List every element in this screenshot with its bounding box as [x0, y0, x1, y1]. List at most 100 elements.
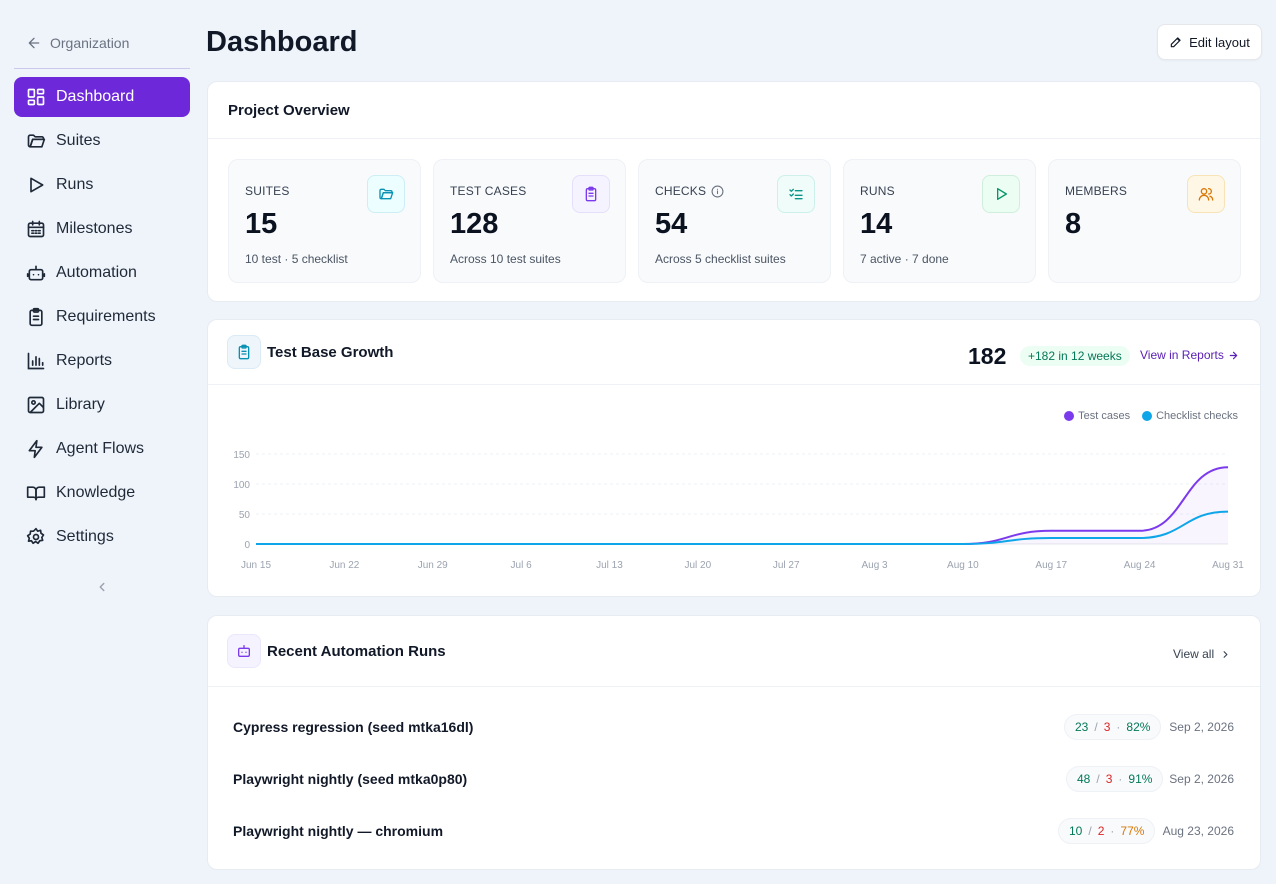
- card-divider: [208, 384, 1260, 385]
- calendar-icon: [27, 220, 45, 238]
- run-passed: 23: [1075, 720, 1089, 734]
- stat-value: 54: [655, 208, 688, 240]
- run-pass-rate: 82%: [1126, 720, 1151, 734]
- sidebar-item-label: Reports: [56, 352, 113, 369]
- sidebar-item-dashboard[interactable]: Dashboard: [14, 77, 190, 117]
- chevron-right-icon: [1223, 650, 1228, 658]
- sidebar: Organization Dashboard Suites Runs Miles…: [0, 0, 200, 884]
- stat-card-test-cases[interactable]: TEST CASES 128 Across 10 test suites: [433, 159, 626, 283]
- stat-card-checks[interactable]: CHECKS 54 Across 5 checklist suites: [638, 159, 831, 283]
- run-row[interactable]: Playwright nightly (seed mtka0p80) 48 / …: [208, 753, 1260, 805]
- sidebar-item-reports[interactable]: Reports: [14, 341, 190, 381]
- run-name: Cypress regression (seed mtka16dl): [233, 719, 474, 735]
- chart-legend: Test cases Checklist checks: [1064, 410, 1238, 422]
- view-in-reports-link[interactable]: View in Reports: [1140, 348, 1239, 362]
- legend-label: Test cases: [1078, 410, 1131, 422]
- legend-dot: [1064, 411, 1075, 421]
- run-name: Playwright nightly — chromium: [233, 823, 444, 839]
- x-tick-label: Aug 31: [1212, 560, 1244, 571]
- robot-icon: [227, 634, 261, 668]
- run-passed: 48: [1077, 772, 1091, 786]
- separator: ·: [1118, 772, 1123, 786]
- stat-sub: 10 test · 5 checklist: [245, 252, 348, 266]
- separator: /: [1096, 772, 1100, 786]
- edit-layout-label: Edit layout: [1189, 34, 1250, 50]
- run-stats-badge: 23 / 3 · 82%: [1064, 714, 1162, 740]
- collapse-sidebar-button[interactable]: [93, 578, 111, 596]
- run-row[interactable]: Playwright nightly — chromium 10 / 2 · 7…: [208, 805, 1260, 857]
- run-failed: 3: [1105, 772, 1113, 786]
- clipboard-icon: [227, 335, 261, 369]
- run-failed: 2: [1097, 824, 1105, 838]
- card-divider: [208, 138, 1260, 139]
- run-pass-rate: 77%: [1120, 824, 1145, 838]
- run-stats-badge: 10 / 2 · 77%: [1058, 818, 1156, 844]
- x-tick-label: Aug 24: [1124, 560, 1156, 571]
- stat-value: 15: [245, 208, 278, 240]
- book-icon: [26, 486, 46, 501]
- run-name: Playwright nightly (seed mtka0p80): [233, 771, 468, 787]
- clipboard-icon: [29, 307, 43, 327]
- sidebar-item-knowledge[interactable]: Knowledge: [14, 473, 190, 513]
- sidebar-item-label: Runs: [56, 176, 94, 193]
- stat-label: SUITES: [245, 184, 290, 198]
- x-tick-label: Jun 15: [241, 560, 271, 571]
- legend-item-checklist-checks[interactable]: Checklist checks: [1142, 410, 1238, 422]
- folder-icon: [27, 134, 46, 148]
- back-to-organization-link[interactable]: Organization: [26, 32, 129, 54]
- stat-value: 14: [860, 208, 893, 240]
- image-icon: [27, 396, 45, 414]
- x-tick-label: Aug 17: [1035, 560, 1067, 571]
- sidebar-item-suites[interactable]: Suites: [14, 121, 190, 161]
- edit-layout-button[interactable]: Edit layout: [1157, 24, 1262, 60]
- stat-value: 8: [1065, 208, 1082, 240]
- x-tick-label: Jul 20: [684, 560, 711, 571]
- legend-item-test-cases[interactable]: Test cases: [1064, 410, 1130, 422]
- sidebar-item-milestones[interactable]: Milestones: [14, 209, 190, 249]
- chevron-left-icon: [99, 582, 105, 592]
- sidebar-item-label: Automation: [56, 264, 137, 281]
- sidebar-item-library[interactable]: Library: [14, 385, 190, 425]
- page-title: Dashboard: [206, 26, 358, 58]
- sidebar-item-agent-flows[interactable]: Agent Flows: [14, 429, 190, 469]
- stat-label: MEMBERS: [1065, 184, 1128, 198]
- sidebar-item-label: Library: [56, 396, 105, 413]
- stat-label: CHECKS: [655, 184, 724, 198]
- sidebar-item-label: Requirements: [56, 308, 156, 325]
- view-all-runs-link[interactable]: View all: [1173, 647, 1231, 661]
- bar-chart-icon: [27, 352, 45, 370]
- x-tick-label: Jul 27: [773, 560, 800, 571]
- sidebar-item-label: Suites: [56, 132, 101, 149]
- stat-card-members[interactable]: MEMBERS 8: [1048, 159, 1241, 283]
- card-divider: [208, 686, 1260, 687]
- sidebar-item-label: Milestones: [56, 220, 133, 237]
- growth-chart: 0 50 100 150 Jun 15 Jun 22 Jun 29 Jul 6 Jul 13 Ju…: [233, 450, 1244, 571]
- x-tick-label: Jul 13: [596, 560, 623, 571]
- growth-total: 182: [968, 343, 1007, 369]
- sidebar-item-runs[interactable]: Runs: [14, 165, 190, 205]
- back-link-label: Organization: [50, 35, 130, 51]
- stat-card-runs[interactable]: RUNS 14 7 active · 7 done: [843, 159, 1036, 283]
- sidebar-item-automation[interactable]: Automation: [14, 253, 190, 293]
- users-icon: [1187, 175, 1225, 213]
- info-icon[interactable]: [711, 185, 724, 198]
- run-stats-badge: 48 / 3 · 91%: [1066, 766, 1164, 792]
- run-pass-rate: 91%: [1128, 772, 1153, 786]
- separator: /: [1094, 720, 1098, 734]
- stat-card-suites[interactable]: SUITES 15 10 test · 5 checklist: [228, 159, 421, 283]
- run-row[interactable]: Cypress regression (seed mtka16dl) 23 / …: [208, 701, 1260, 753]
- clipboard-icon: [572, 175, 610, 213]
- sidebar-item-requirements[interactable]: Requirements: [14, 297, 190, 337]
- robot-icon: [26, 265, 46, 281]
- lightning-icon: [28, 439, 43, 459]
- view-all-label: View all: [1173, 647, 1215, 661]
- stat-sub: 7 active · 7 done: [860, 252, 949, 266]
- gear-icon: [26, 527, 45, 545]
- run-date: Sep 2, 2026: [1169, 720, 1234, 734]
- run-passed: 10: [1069, 824, 1083, 838]
- recent-automation-runs-card: Recent Automation Runs View all Cypress …: [207, 615, 1261, 870]
- separator: /: [1088, 824, 1092, 838]
- sidebar-item-settings[interactable]: Settings: [14, 517, 190, 557]
- legend-dot: [1142, 411, 1153, 421]
- stat-sub: Across 5 checklist suites: [655, 252, 786, 266]
